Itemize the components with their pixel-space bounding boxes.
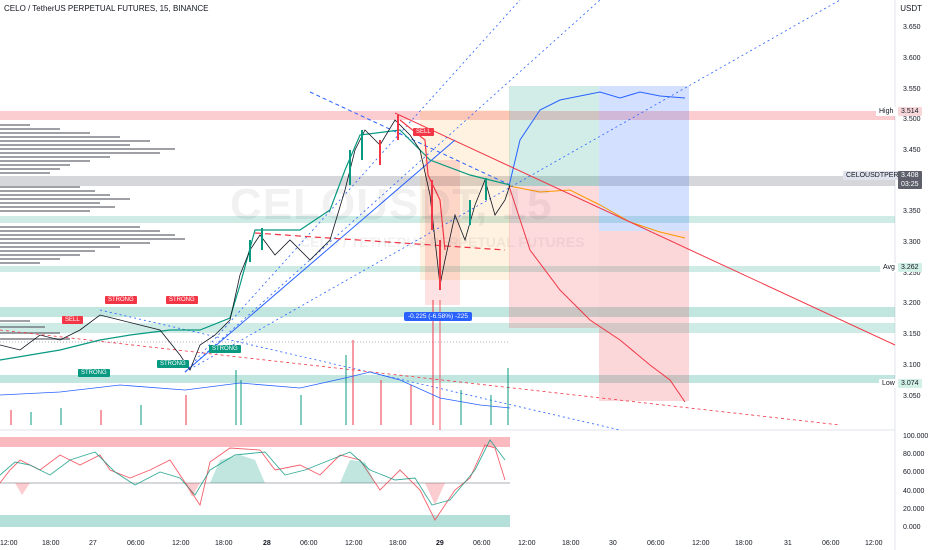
price-tick: 3.450 [903, 147, 921, 154]
volume-profile [0, 124, 185, 340]
time-tick: 18:00 [389, 540, 407, 547]
time-tick: 06:00 [127, 540, 145, 547]
price-tick: 3.250 [903, 270, 921, 277]
price-tick: 3.650 [903, 24, 921, 31]
support-zone-4 [0, 323, 895, 333]
price-tick: 3.550 [903, 86, 921, 93]
resistance-zone [0, 111, 895, 120]
time-tick: 06:00 [647, 540, 665, 547]
price-tick: 3.200 [903, 300, 921, 307]
time-tick: 12:00 [865, 540, 883, 547]
osc-tick: 100.000 [903, 433, 929, 440]
avg-value: 3.262 [898, 263, 922, 272]
time-tick: 12:00 [692, 540, 710, 547]
time-tick: 18:00 [562, 540, 580, 547]
time-tick: 29 [436, 540, 444, 547]
price-tick: 3.500 [903, 116, 921, 123]
time-tick: 27 [89, 540, 97, 547]
measure-tool-label[interactable]: -0.225 (-6.58%) -225 [404, 312, 472, 321]
high-label: High [876, 107, 897, 116]
time-tick: 12:00 [345, 540, 363, 547]
low-label: Low [879, 379, 898, 388]
volume-bars [10, 300, 509, 425]
price-tick: 3.350 [903, 208, 921, 215]
time-tick: 18:00 [735, 540, 753, 547]
osc-tick: 40.000 [903, 488, 925, 495]
time-tick: 12:00 [172, 540, 190, 547]
price-tick: 3.300 [903, 239, 921, 246]
price-tick: 3.100 [903, 362, 921, 369]
symbol-tag: CELOUSDTPERP [843, 171, 907, 180]
price-tick: 3.050 [903, 393, 921, 400]
sell-signal[interactable]: SELL [62, 316, 83, 324]
strong-buy-signal[interactable]: STRONG [157, 360, 189, 368]
osc-tick: 80.000 [903, 451, 925, 458]
time-tick: 12:00 [0, 540, 18, 547]
high-value: 3.514 [898, 107, 922, 116]
strong-buy-signal[interactable]: STRONG [78, 369, 110, 377]
time-tick: 06:00 [300, 540, 318, 547]
support-zone-5 [0, 375, 895, 383]
time-tick: 06:00 [822, 540, 840, 547]
price-tick: 3.150 [903, 331, 921, 338]
support-zone-2 [0, 266, 895, 272]
sell-signal[interactable]: SELL [413, 128, 434, 136]
support-zone-1 [0, 216, 895, 223]
time-tick: 18:00 [42, 540, 60, 547]
chart-title[interactable]: CELO / TetherUS PERPETUAL FUTURES, 15, B… [4, 4, 209, 13]
last-price-tag: 3.408 03:25 [898, 171, 922, 189]
avg-label: Avg [880, 263, 898, 272]
symbol-watermark-subtitle: CELO / TETHERUS PERPETUAL FUTURES [300, 234, 585, 250]
low-value: 3.074 [898, 379, 922, 388]
strong-sell-signal[interactable]: STRONG [105, 296, 137, 304]
symbol-watermark: CELOUSDT, 15 [230, 180, 553, 229]
osc-tick: 60.000 [903, 469, 925, 476]
time-tick: 30 [609, 540, 617, 547]
strong-sell-signal[interactable]: STRONG [166, 296, 198, 304]
osc-tick: 20.000 [903, 506, 925, 513]
last-price: 3.408 [901, 172, 919, 179]
time-tick: 06:00 [473, 540, 491, 547]
time-tick: 12:00 [518, 540, 536, 547]
time-tick: 28 [263, 540, 271, 547]
time-tick: 31 [784, 540, 792, 547]
time-tick: 18:00 [215, 540, 233, 547]
osc-tick: 0.000 [903, 524, 921, 531]
strong-buy-signal[interactable]: STRONG [209, 345, 241, 353]
price-tick: 3.600 [903, 55, 921, 62]
currency-label[interactable]: USDT [900, 4, 922, 13]
bar-countdown: 03:25 [901, 181, 919, 188]
price-line-zone [0, 176, 895, 186]
candles [249, 115, 487, 290]
